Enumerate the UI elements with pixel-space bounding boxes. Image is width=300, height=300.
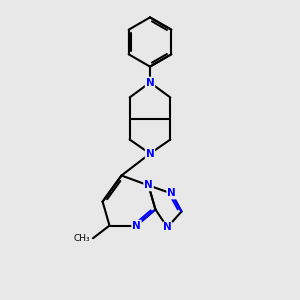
Text: N: N bbox=[144, 180, 153, 190]
Text: N: N bbox=[132, 220, 141, 231]
Text: N: N bbox=[163, 222, 172, 233]
Text: CH₃: CH₃ bbox=[74, 234, 91, 243]
Text: N: N bbox=[146, 77, 154, 88]
Text: N: N bbox=[146, 148, 154, 159]
Text: N: N bbox=[167, 188, 176, 199]
